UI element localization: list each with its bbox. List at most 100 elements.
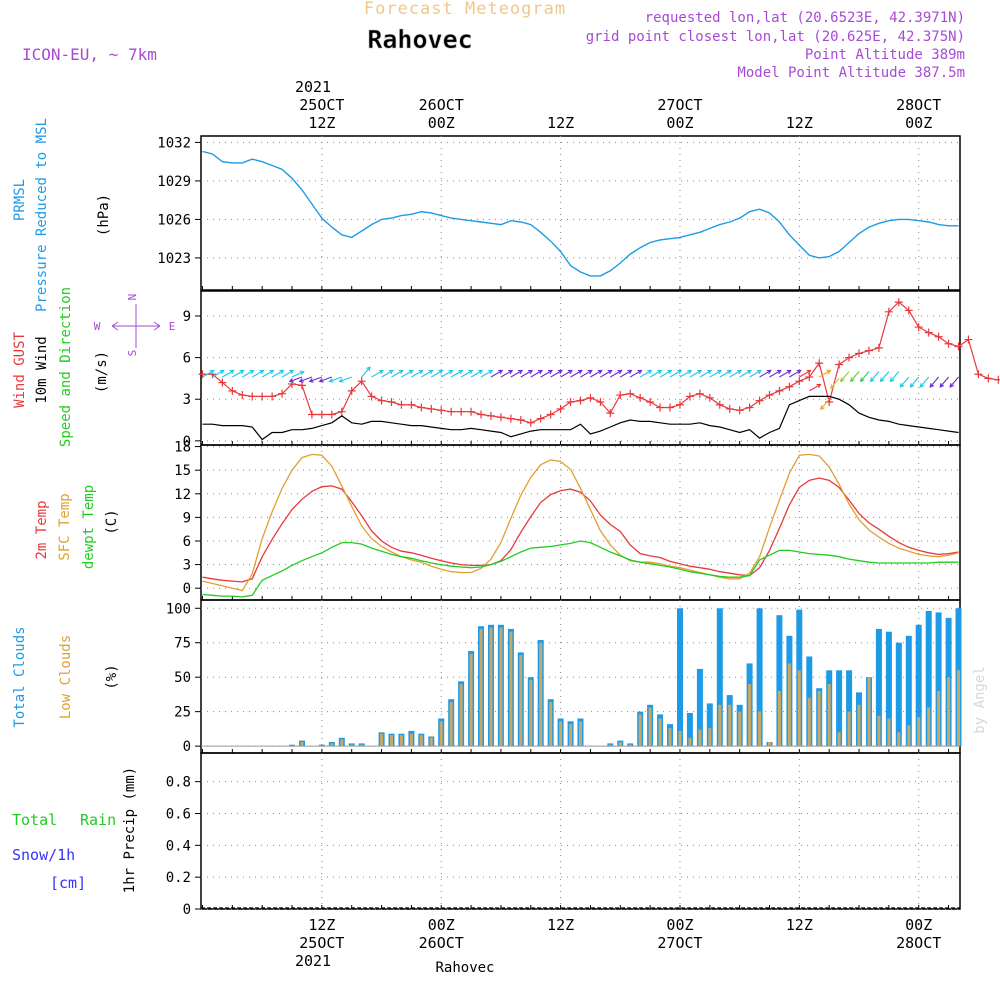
low-cloud-bar bbox=[917, 717, 921, 747]
top-hour-label: 12Z bbox=[547, 114, 574, 132]
gust-marker bbox=[317, 410, 326, 419]
low-cloud-bar bbox=[937, 691, 941, 747]
total-cloud-bar bbox=[776, 615, 783, 747]
compass-west: W bbox=[94, 320, 101, 333]
wind-direction-arrow bbox=[298, 376, 313, 383]
wind-direction-arrow bbox=[699, 369, 713, 378]
temperature-panel: 0 3 6 9 12 15 18 bbox=[174, 440, 961, 601]
gust-marker bbox=[387, 397, 396, 406]
gust-marker bbox=[337, 407, 346, 416]
low-cloud-bar bbox=[409, 733, 413, 747]
gust-marker bbox=[884, 307, 893, 316]
bottom-hour-label: 00Z bbox=[428, 916, 455, 934]
gust-marker bbox=[835, 360, 844, 369]
low-cloud-bar bbox=[519, 655, 523, 747]
wind-direction-arrow bbox=[361, 366, 371, 378]
low-cloud-bar bbox=[748, 684, 752, 747]
low-cloud-bar bbox=[459, 684, 463, 747]
footer-location: Rahovec bbox=[435, 960, 494, 976]
low-cloud-bar bbox=[807, 697, 811, 747]
total-cloud-bar bbox=[905, 635, 912, 747]
y-tick-label: 0 bbox=[183, 434, 191, 450]
low-cloud-bar bbox=[439, 721, 443, 747]
low-cloud-bar bbox=[399, 735, 403, 747]
wind-direction-arrow bbox=[679, 369, 693, 378]
wind-direction-arrow bbox=[251, 369, 265, 378]
cloud-label-a: Total Clouds bbox=[12, 626, 28, 727]
gust-marker bbox=[855, 349, 864, 358]
top-date-label: 26OCT bbox=[419, 96, 464, 114]
low-cloud-bar bbox=[608, 744, 612, 747]
temp2m-line bbox=[202, 477, 959, 583]
gust-marker bbox=[248, 392, 257, 401]
wind-direction-arrow bbox=[338, 376, 352, 383]
low-cloud-bar bbox=[469, 653, 473, 747]
gust-marker bbox=[258, 392, 267, 401]
wind-labels: Wind GUST 10m Wind Speed and Direction (… bbox=[12, 287, 175, 447]
gust-marker bbox=[556, 404, 565, 413]
wind-direction-arrow bbox=[590, 369, 603, 378]
low-cloud-bar bbox=[360, 744, 364, 747]
y-tick-label: 0.8 bbox=[166, 775, 191, 791]
wind-direction-arrow bbox=[889, 371, 900, 383]
cloud-label-b: Low Clouds bbox=[58, 635, 74, 719]
pressure-label-a: PRMSL bbox=[12, 179, 28, 221]
wind-label-c: Speed and Direction bbox=[58, 287, 74, 447]
closest-coords: grid point closest lon,lat (20.625E, 42.… bbox=[586, 29, 965, 45]
low-cloud-bar bbox=[429, 737, 433, 747]
low-cloud-bar bbox=[499, 627, 503, 747]
gust-marker bbox=[437, 406, 446, 415]
y-tick-label: 9 bbox=[183, 309, 191, 325]
wind-direction-arrow bbox=[460, 369, 474, 378]
y-tick-label: 0 bbox=[183, 902, 191, 918]
gust-marker bbox=[626, 389, 635, 398]
top-date-label: 27OCT bbox=[657, 96, 702, 114]
temp-unit: (C) bbox=[104, 509, 120, 534]
wind-direction-arrow bbox=[411, 369, 424, 378]
temp-label-c: dewpt Temp bbox=[81, 485, 97, 569]
wind-direction-arrow bbox=[600, 369, 613, 378]
y-tick-label: 15 bbox=[174, 463, 191, 479]
bottom-hour-label: 00Z bbox=[905, 916, 932, 934]
wind-direction-arrow bbox=[510, 369, 524, 378]
wind-direction-arrow bbox=[739, 369, 752, 378]
gust-marker bbox=[566, 397, 575, 406]
wind-direction-arrow bbox=[291, 370, 305, 378]
temp-label-b: SFC Temp bbox=[57, 493, 73, 560]
low-cloud-bar bbox=[569, 724, 573, 747]
precip-unit: 1hr Precip (mm) bbox=[122, 767, 138, 893]
low-cloud-bar bbox=[847, 711, 851, 747]
total-cloud-bar bbox=[686, 713, 693, 747]
low-cloud-bar bbox=[618, 742, 622, 747]
gust-marker bbox=[228, 386, 237, 395]
gust-marker bbox=[327, 410, 336, 419]
low-cloud-bar bbox=[549, 702, 553, 747]
low-cloud-bar bbox=[509, 631, 513, 747]
gust-marker bbox=[506, 414, 515, 423]
wind-direction-arrow bbox=[789, 369, 802, 378]
top-hour-label: 12Z bbox=[786, 114, 813, 132]
y-tick-label: 75 bbox=[174, 636, 191, 652]
precip-labels: Total Rain Snow/1h [cm] 1hr Precip (mm) bbox=[12, 767, 138, 893]
gust-marker bbox=[894, 298, 903, 307]
compass-north: N bbox=[126, 294, 139, 301]
y-tick-label: 1032 bbox=[157, 135, 191, 151]
gust-marker bbox=[477, 410, 486, 419]
panel-frame bbox=[200, 290, 961, 446]
low-cloud-bar bbox=[300, 742, 304, 747]
wind-direction-arrow bbox=[719, 369, 733, 378]
clouds-panel: 0 25 50 75 100 bbox=[166, 599, 962, 755]
y-tick-label: 18 bbox=[174, 440, 191, 456]
gust-marker bbox=[616, 391, 625, 400]
wind-direction-arrow bbox=[371, 369, 384, 378]
bottom-hour-label: 12Z bbox=[547, 916, 574, 934]
y-tick-label: 6 bbox=[183, 534, 191, 550]
low-cloud-bar bbox=[887, 718, 891, 747]
wind-direction-arrow bbox=[440, 369, 454, 378]
wind-direction-arrow bbox=[308, 376, 323, 383]
cloud-labels: Total Clouds Low Clouds (%) bbox=[12, 626, 120, 727]
wind-direction-arrow bbox=[421, 369, 434, 378]
total-cloud-bar bbox=[875, 628, 882, 747]
